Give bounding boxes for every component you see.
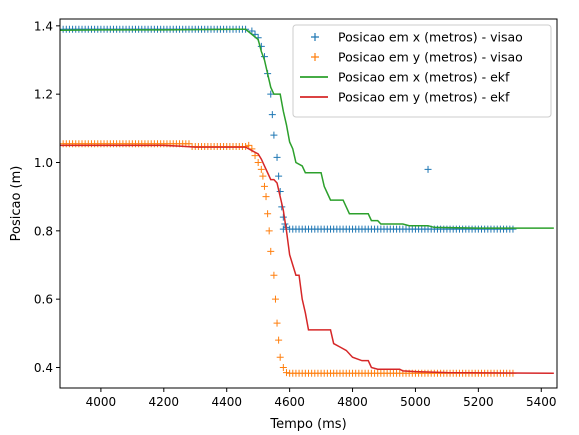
series-line	[60, 28, 554, 229]
legend-label: Posicao em y (metros) - ekf	[338, 90, 510, 105]
data-point	[257, 165, 265, 173]
data-point	[275, 336, 283, 344]
x-tick-label: 4200	[149, 395, 180, 409]
y-tick-label: 1.2	[34, 88, 53, 102]
legend-box	[292, 24, 552, 118]
data-point	[267, 247, 275, 255]
x-tick-label: 5000	[400, 395, 431, 409]
data-point	[251, 152, 259, 160]
legend-entry: Posicao em y (metros) - ekf	[300, 90, 510, 105]
data-point	[270, 131, 278, 139]
legend-entry: Posicao em x (metros) - ekf	[300, 70, 510, 85]
y-tick-label: 1.0	[34, 156, 53, 170]
plot-frame	[59, 18, 558, 389]
data-layer	[60, 25, 554, 377]
data-point	[264, 210, 272, 218]
data-point	[270, 271, 278, 279]
y-tick-label: 1.4	[34, 19, 53, 33]
x-tick-label: 5400	[526, 395, 557, 409]
legend-swatch	[311, 33, 319, 41]
data-point	[273, 153, 281, 161]
series-4	[60, 144, 554, 375]
data-point	[273, 319, 281, 327]
x-axis-title: Tempo (ms)	[269, 417, 346, 432]
y-tick-label: 0.8	[34, 224, 53, 238]
legend-swatch	[311, 53, 319, 61]
series-3	[60, 28, 554, 229]
data-point	[276, 353, 284, 361]
data-point	[424, 165, 432, 173]
legend-label: Posicao em x (metros) - visao	[338, 30, 523, 45]
series-2	[60, 140, 517, 377]
x-tick-label: 4600	[274, 395, 305, 409]
y-tick-label: 0.6	[34, 293, 53, 307]
legend-label: Posicao em x (metros) - ekf	[338, 70, 510, 85]
data-point	[275, 172, 283, 180]
series-line	[60, 144, 554, 375]
y-axis-title: Posicao (m)	[9, 166, 24, 242]
legend-entry: Posicao em x (metros) - visao	[311, 30, 523, 45]
data-point	[260, 182, 268, 190]
x-tick-label: 4800	[337, 395, 368, 409]
legend: Posicao em x (metros) - visao Posicao em …	[292, 24, 552, 118]
y-tick-label: 0.4	[34, 361, 53, 375]
data-point	[282, 369, 290, 377]
legend-label: Posicao em y (metros) - visao	[338, 50, 523, 65]
x-tick-label: 4000	[86, 395, 117, 409]
data-point	[279, 364, 287, 371]
data-point	[245, 141, 253, 149]
data-point	[271, 295, 279, 303]
ticks-layer: 4000 4200 4400 4600 4800 5000 5200 5400 0.4 0.6 0.…	[34, 19, 557, 409]
x-tick-label: 5200	[463, 395, 494, 409]
data-point	[265, 227, 273, 235]
data-point	[259, 172, 267, 180]
data-point	[254, 159, 262, 166]
x-tick-label: 4400	[211, 395, 242, 409]
data-point	[248, 27, 256, 35]
data-point	[262, 193, 270, 201]
data-point	[268, 111, 276, 119]
data-point	[509, 225, 517, 233]
legend-entry: Posicao em y (metros) - visao	[311, 50, 523, 65]
